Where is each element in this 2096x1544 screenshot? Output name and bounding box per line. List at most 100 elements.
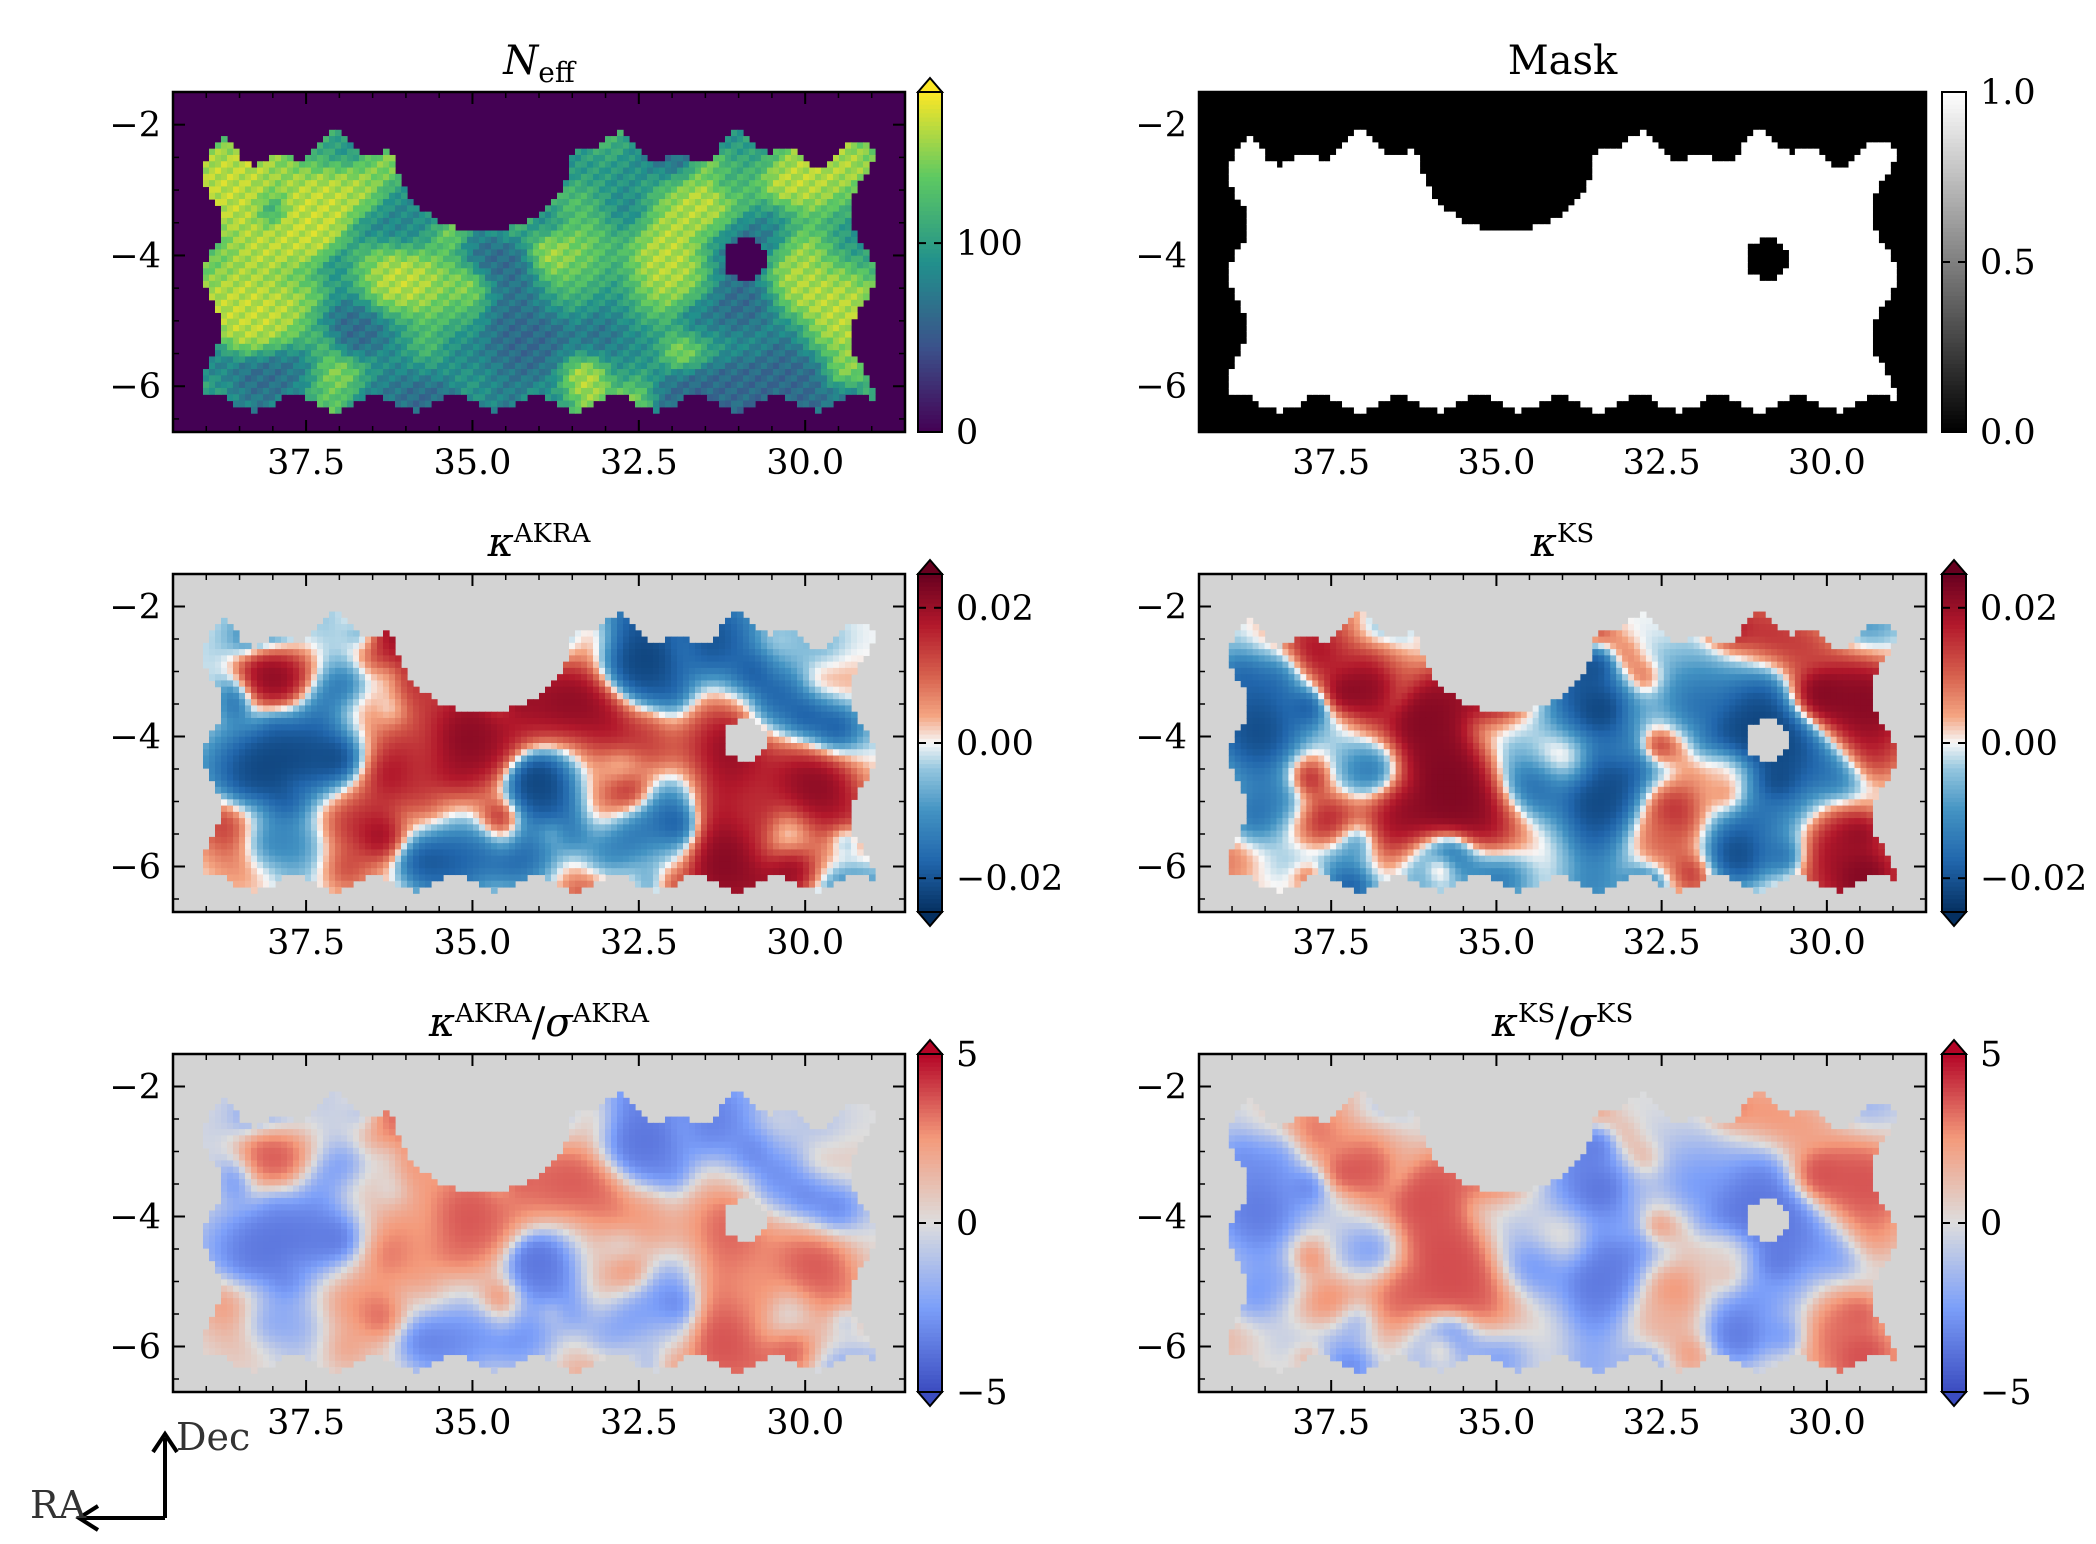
heatmap-cell <box>587 212 594 219</box>
heatmap-cell <box>251 193 258 200</box>
heatmap-cell <box>671 249 678 256</box>
heatmap-cell <box>347 218 354 225</box>
heatmap-cell <box>347 237 354 244</box>
heatmap-cell <box>659 224 666 231</box>
heatmap-cell <box>353 231 360 238</box>
heatmap-cell <box>311 256 318 263</box>
heatmap-cell <box>557 237 564 244</box>
heatmap-cell <box>263 218 270 225</box>
heatmap-cell <box>785 231 792 238</box>
heatmap-cell <box>665 193 672 200</box>
heatmap-cell <box>737 180 744 187</box>
heatmap-cell <box>323 186 330 193</box>
heatmap-cell <box>545 218 552 225</box>
heatmap-cell <box>275 212 282 219</box>
heatmap-cell <box>227 212 234 219</box>
heatmap-cell <box>533 249 540 256</box>
heatmap-cell <box>467 237 474 244</box>
heatmap-cell <box>719 268 726 275</box>
heatmap-cell <box>827 218 834 225</box>
heatmap-cell <box>641 249 648 256</box>
heatmap-cell <box>299 212 306 219</box>
heatmap-cell <box>857 268 864 275</box>
heatmap-cell <box>773 256 780 263</box>
heatmap-cell <box>761 218 768 225</box>
heatmap-cell <box>599 256 606 263</box>
heatmap-cell <box>713 262 720 269</box>
heatmap-cell <box>659 205 666 212</box>
heatmap-cell <box>299 256 306 263</box>
heatmap-cell <box>611 275 618 282</box>
heatmap-cell <box>401 262 408 269</box>
heatmap-cell <box>407 268 414 275</box>
heatmap-cell <box>443 281 450 288</box>
heatmap-cell <box>365 180 372 187</box>
heatmap-cell <box>485 243 492 250</box>
heatmap-cell <box>539 218 546 225</box>
heatmap-cell <box>533 275 540 282</box>
heatmap-cell <box>527 231 534 238</box>
heatmap-cell <box>671 268 678 275</box>
heatmap-cell <box>599 262 606 269</box>
heatmap-cell <box>323 174 330 181</box>
heatmap-cell <box>617 168 624 175</box>
heatmap-cell <box>455 256 462 263</box>
heatmap-cell <box>455 231 462 238</box>
heatmap-cell <box>665 155 672 162</box>
heatmap-cell <box>635 193 642 200</box>
heatmap-cell <box>245 199 252 206</box>
heatmap-cell <box>809 218 816 225</box>
heatmap-cell <box>713 161 720 168</box>
heatmap-cell <box>257 231 264 238</box>
heatmap-cell <box>569 249 576 256</box>
heatmap-cell <box>239 212 246 219</box>
heatmap-cell <box>347 249 354 256</box>
heatmap-cell <box>233 243 240 250</box>
heatmap-cell <box>221 218 228 225</box>
heatmap-cell <box>791 212 798 219</box>
heatmap-cell <box>845 237 852 244</box>
heatmap-cell <box>503 231 510 238</box>
heatmap-cell <box>341 155 348 162</box>
heatmap-cell <box>569 218 576 225</box>
heatmap-cell <box>563 243 570 250</box>
heatmap-cell <box>335 262 342 269</box>
heatmap-cell <box>737 193 744 200</box>
heatmap-cell <box>221 174 228 181</box>
heatmap-cell <box>575 155 582 162</box>
heatmap-cell <box>707 199 714 206</box>
heatmap-cell <box>329 161 336 168</box>
heatmap-cell <box>713 199 720 206</box>
heatmap-cell <box>437 256 444 263</box>
heatmap-cell <box>809 186 816 193</box>
heatmap-cell <box>545 249 552 256</box>
heatmap-cell <box>569 212 576 219</box>
heatmap-cell <box>749 199 756 206</box>
heatmap-cell <box>635 205 642 212</box>
heatmap-cell <box>569 205 576 212</box>
heatmap-cell <box>371 256 378 263</box>
heatmap-cell <box>407 224 414 231</box>
heatmap-cell <box>755 199 762 206</box>
heatmap-cell <box>569 281 576 288</box>
heatmap-cell <box>839 212 846 219</box>
heatmap-cell <box>767 168 774 175</box>
heatmap-cell <box>251 231 258 238</box>
heatmap-cell <box>437 243 444 250</box>
heatmap-cell <box>605 268 612 275</box>
heatmap-cell <box>323 180 330 187</box>
heatmap-cell <box>311 262 318 269</box>
heatmap-cell <box>629 199 636 206</box>
heatmap-cell <box>677 180 684 187</box>
heatmap-cell <box>761 205 768 212</box>
heatmap-cell <box>725 142 732 149</box>
heatmap-cell <box>749 174 756 181</box>
heatmap-cell <box>257 256 264 263</box>
heatmap-cell <box>605 142 612 149</box>
heatmap-cell <box>269 174 276 181</box>
heatmap-cell <box>521 268 528 275</box>
heatmap-cell <box>707 231 714 238</box>
heatmap-cell <box>599 168 606 175</box>
heatmap-cell <box>647 224 654 231</box>
heatmap-cell <box>773 224 780 231</box>
